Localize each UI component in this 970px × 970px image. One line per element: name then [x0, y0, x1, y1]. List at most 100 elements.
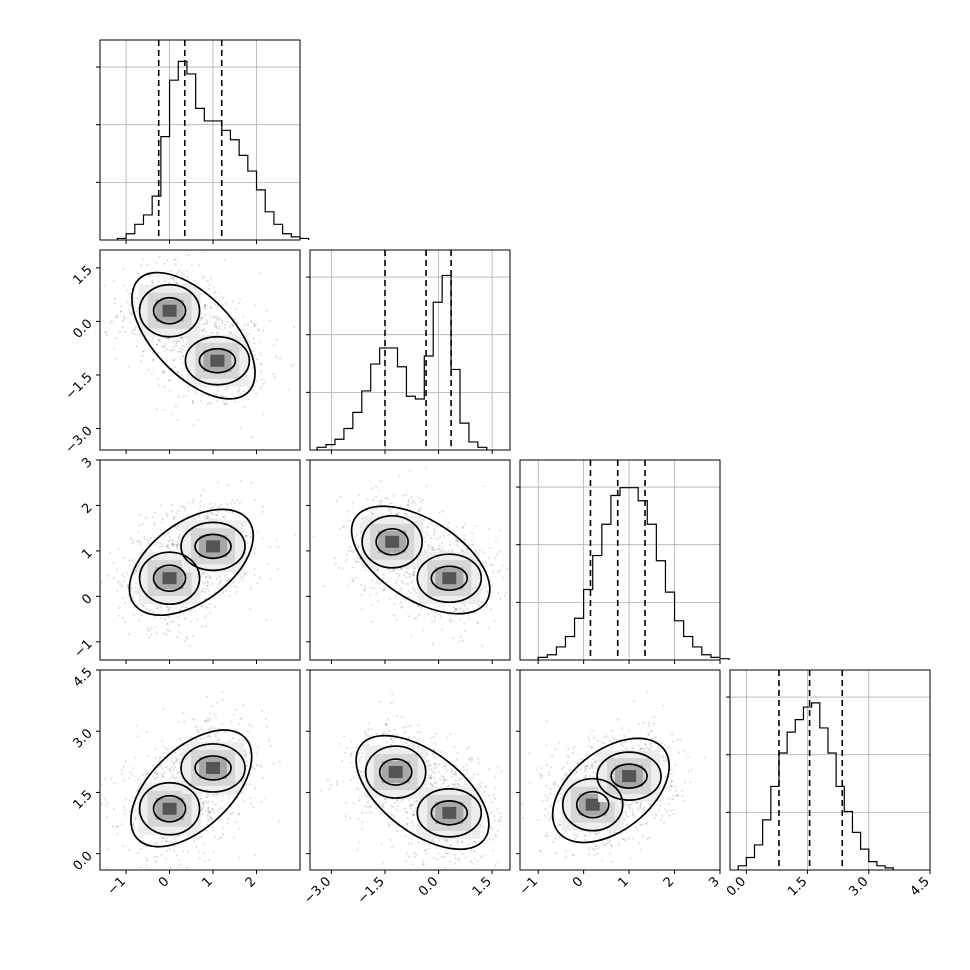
- sample-point: [473, 857, 476, 860]
- sample-point: [221, 591, 225, 594]
- sample-point: [564, 771, 567, 775]
- sample-point: [253, 573, 256, 576]
- sample-point: [469, 756, 473, 759]
- density-cell: [442, 572, 457, 585]
- sample-point: [202, 851, 205, 855]
- sample-point: [394, 595, 397, 599]
- sample-point: [192, 423, 195, 426]
- sample-point: [355, 576, 358, 580]
- sample-point: [380, 843, 383, 846]
- sample-point: [131, 541, 134, 545]
- sample-point: [163, 408, 166, 412]
- sample-point: [669, 781, 672, 784]
- sample-point: [472, 850, 476, 853]
- sample-point: [151, 359, 154, 362]
- sample-point: [123, 809, 127, 812]
- sample-point: [209, 735, 212, 738]
- sample-point: [466, 763, 469, 766]
- sample-point: [498, 569, 501, 572]
- sample-point: [156, 274, 160, 277]
- sample-point: [124, 760, 127, 763]
- sample-point: [270, 577, 273, 580]
- sample-point: [221, 395, 224, 398]
- sample-point: [152, 524, 156, 527]
- sample-point: [444, 764, 447, 767]
- sample-point: [456, 539, 459, 542]
- sample-point: [160, 344, 164, 348]
- sample-point: [113, 782, 116, 785]
- sample-point: [449, 843, 452, 847]
- sample-point: [204, 322, 207, 326]
- sample-point: [149, 609, 152, 613]
- sample-point: [549, 804, 552, 807]
- sample-point: [185, 275, 189, 278]
- sample-point: [145, 731, 148, 734]
- sample-point: [457, 858, 460, 861]
- sample-point: [326, 778, 329, 781]
- sample-point: [115, 568, 119, 571]
- sample-point: [167, 530, 170, 533]
- sample-point: [429, 546, 432, 549]
- sample-point: [392, 805, 395, 808]
- sample-point: [126, 584, 129, 587]
- sample-point: [262, 329, 265, 332]
- sample-point: [177, 467, 179, 469]
- sample-point: [168, 840, 171, 843]
- sample-point: [174, 515, 177, 518]
- sample-point: [191, 400, 194, 403]
- sample-point: [218, 317, 221, 320]
- sample-point: [195, 739, 198, 742]
- sample-point: [207, 719, 211, 722]
- sample-point: [165, 622, 168, 626]
- sample-point: [404, 494, 408, 497]
- sample-point: [460, 606, 463, 609]
- sample-point: [178, 357, 182, 360]
- sample-point: [663, 759, 666, 763]
- sample-point: [122, 267, 125, 271]
- sample-point: [342, 780, 345, 783]
- sample-point: [357, 561, 361, 564]
- sample-point: [379, 480, 382, 483]
- sample-point: [100, 580, 103, 583]
- sample-point: [205, 584, 209, 588]
- sample-point: [419, 731, 422, 734]
- sample-point: [112, 825, 115, 828]
- sample-point: [222, 827, 225, 830]
- sample-point: [482, 825, 485, 829]
- sample-point: [213, 605, 217, 608]
- sample-point: [220, 503, 223, 506]
- sample-point: [357, 546, 360, 549]
- sample-point: [166, 628, 170, 632]
- sample-point: [244, 754, 247, 757]
- sample-point: [209, 507, 213, 510]
- sample-point: [362, 769, 366, 773]
- sample-point: [202, 276, 205, 280]
- sample-point: [624, 747, 627, 750]
- sample-point: [204, 719, 208, 722]
- sample-point: [174, 835, 178, 838]
- sample-point: [358, 795, 362, 798]
- sample-point: [209, 306, 212, 309]
- sample-point: [391, 740, 395, 743]
- sample-point: [455, 543, 458, 546]
- sample-point: [450, 776, 453, 779]
- sample-point: [411, 842, 414, 845]
- sample-point: [160, 739, 164, 742]
- sample-point: [175, 281, 178, 285]
- sample-point: [376, 507, 379, 510]
- sample-point: [292, 363, 295, 366]
- sample-point: [391, 738, 394, 741]
- sample-point: [478, 549, 482, 552]
- sample-point: [412, 602, 415, 605]
- sample-point: [208, 810, 211, 813]
- sample-point: [670, 780, 673, 783]
- sample-point: [455, 539, 458, 542]
- sample-point: [198, 264, 201, 267]
- sample-point: [135, 310, 138, 313]
- sample-point: [207, 394, 210, 398]
- sample-point: [177, 535, 180, 538]
- sample-point: [383, 731, 386, 734]
- sample-point: [217, 291, 221, 294]
- sample-point: [419, 507, 422, 510]
- sample-point: [175, 636, 178, 639]
